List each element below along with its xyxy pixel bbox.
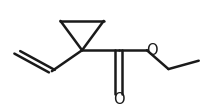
Text: O: O: [146, 43, 158, 58]
Text: O: O: [113, 92, 125, 107]
